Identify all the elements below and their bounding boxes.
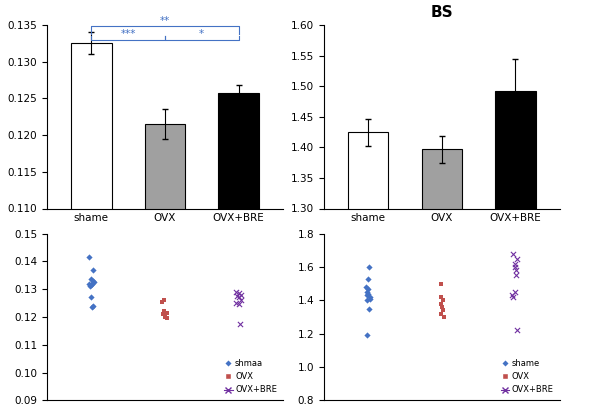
Point [160,314,170,320]
Point [163,315,172,322]
Point [438,297,448,304]
Point [511,267,521,274]
Point [510,289,519,295]
Point [160,297,169,304]
Point [439,314,449,320]
Bar [145,124,185,417]
Point [510,264,519,270]
Point [509,250,518,257]
Point [158,311,168,317]
Point [236,321,245,327]
Point [511,272,520,279]
Point [90,279,99,286]
Point [86,276,95,283]
Point [85,283,95,290]
Bar [219,93,259,417]
Title: BS: BS [431,5,453,20]
Point [88,277,97,284]
Point [436,294,446,300]
Bar [71,43,111,417]
Point [84,280,94,287]
Text: **: ** [160,16,170,26]
Point [365,294,375,300]
Point [88,266,98,273]
Point [158,298,167,305]
Point [236,297,246,304]
Point [436,310,446,317]
Point [363,275,373,282]
Point [508,292,517,299]
Point [84,254,94,261]
Point [437,280,446,287]
Point [512,327,521,334]
Point [231,289,240,295]
Point [437,304,446,310]
Point [365,295,375,302]
Point [512,255,521,262]
Bar [422,149,462,417]
Point [363,289,372,295]
Text: ***: *** [120,29,136,39]
Point [363,290,373,297]
Point [232,293,241,299]
Point [231,300,241,306]
Point [87,294,96,301]
Point [364,305,373,312]
Point [436,300,446,307]
Point [362,284,371,290]
Point [163,309,172,316]
Point [88,302,98,309]
Point [237,291,246,298]
Legend: shame, OVX, OVX+BRE: shame, OVX, OVX+BRE [499,357,555,396]
Point [508,294,518,300]
Text: *: * [199,29,204,39]
Bar [348,132,388,417]
Point [363,285,373,292]
Point [510,260,519,267]
Point [159,308,168,315]
Point [234,301,243,308]
Point [234,294,243,301]
Legend: shmaa, OVX, OVX+BRE: shmaa, OVX, OVX+BRE [223,357,279,396]
Point [88,304,97,311]
Point [234,290,244,296]
Bar [495,91,535,417]
Point [438,307,448,314]
Point [87,281,96,288]
Point [362,332,372,339]
Point [365,264,374,270]
Point [363,292,372,299]
Point [362,297,372,304]
Point [87,280,96,287]
